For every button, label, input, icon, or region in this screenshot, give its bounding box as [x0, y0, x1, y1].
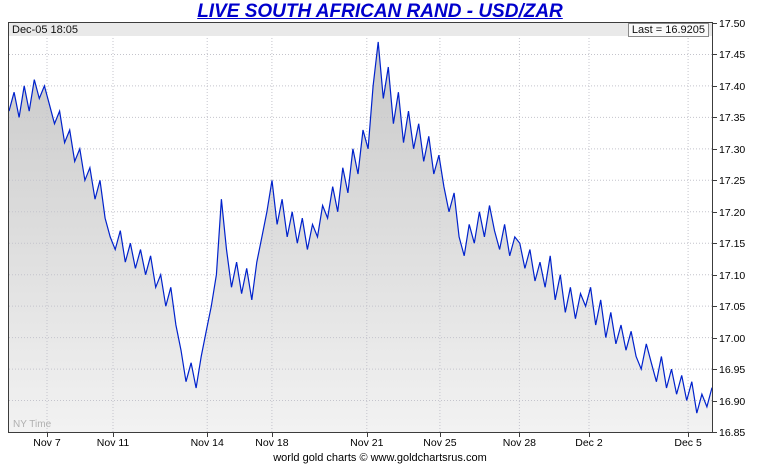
y-tick-label: 17.30	[719, 143, 746, 156]
x-tick-mark	[46, 433, 48, 437]
x-tick-label: Nov 25	[423, 437, 457, 449]
price-area-chart	[9, 23, 712, 432]
y-tick-mark	[713, 400, 717, 402]
y-tick-mark	[713, 117, 717, 119]
y-tick-mark	[713, 243, 717, 245]
y-tick-mark	[713, 211, 717, 213]
y-tick-label: 17.20	[719, 206, 746, 219]
y-tick-label: 17.05	[719, 301, 746, 314]
y-tick-mark	[713, 85, 717, 87]
page-title: LIVE SOUTH AFRICAN RAND - USD/ZAR	[197, 1, 563, 22]
y-tick-mark	[713, 180, 717, 182]
y-tick-mark	[713, 274, 717, 276]
y-tick-mark	[713, 54, 717, 56]
y-tick-label: 17.25	[719, 175, 746, 188]
plot-header-band: Dec-05 18:05 Last = 16.9205	[9, 22, 712, 37]
x-tick-label: Nov 14	[190, 437, 224, 449]
x-tick-label: Nov 7	[33, 437, 61, 449]
x-tick-mark	[519, 433, 521, 437]
y-tick-label: 17.15	[719, 238, 746, 251]
y-tick-mark	[713, 337, 717, 339]
y-tick-label: 17.35	[719, 112, 746, 125]
x-tick-label: Dec 2	[575, 437, 603, 449]
y-tick-mark	[713, 306, 717, 308]
y-tick-mark	[713, 23, 717, 24]
plot-area: Dec-05 18:05 Last = 16.9205 NY Time	[8, 22, 713, 433]
y-tick-label: 17.40	[719, 80, 746, 93]
last-price-label: Last = 16.9205	[627, 22, 709, 37]
price-line	[9, 41, 712, 414]
y-tick-label: 16.90	[719, 395, 746, 408]
y-tick-mark	[713, 369, 717, 371]
x-tick-mark	[688, 433, 690, 437]
x-tick-label: Nov 28	[502, 437, 537, 449]
y-tick-mark	[713, 432, 717, 433]
y-tick-label: 17.00	[719, 332, 746, 345]
ny-time-label: NY Time	[13, 419, 52, 430]
x-tick-label: Nov 21	[350, 437, 384, 449]
x-tick-mark	[113, 433, 115, 437]
y-tick-label: 16.85	[719, 427, 746, 439]
x-tick-label: Nov 11	[96, 437, 130, 449]
x-tick-label: Dec 5	[674, 437, 702, 449]
footer-credit: world gold charts © www.goldchartsrus.co…	[273, 452, 487, 464]
y-tick-label: 16.95	[719, 364, 746, 377]
y-tick-mark	[713, 148, 717, 150]
x-tick-label: Nov 18	[255, 437, 289, 449]
x-tick-mark	[439, 433, 441, 437]
price-area-fill	[9, 41, 712, 432]
x-tick-mark	[366, 433, 368, 437]
x-tick-mark	[271, 433, 273, 437]
y-tick-label: 17.10	[719, 269, 746, 282]
y-tick-label: 17.45	[719, 49, 746, 62]
x-tick-mark	[588, 433, 590, 437]
datetime-label: Dec-05 18:05	[12, 23, 79, 36]
x-tick-mark	[207, 433, 209, 437]
